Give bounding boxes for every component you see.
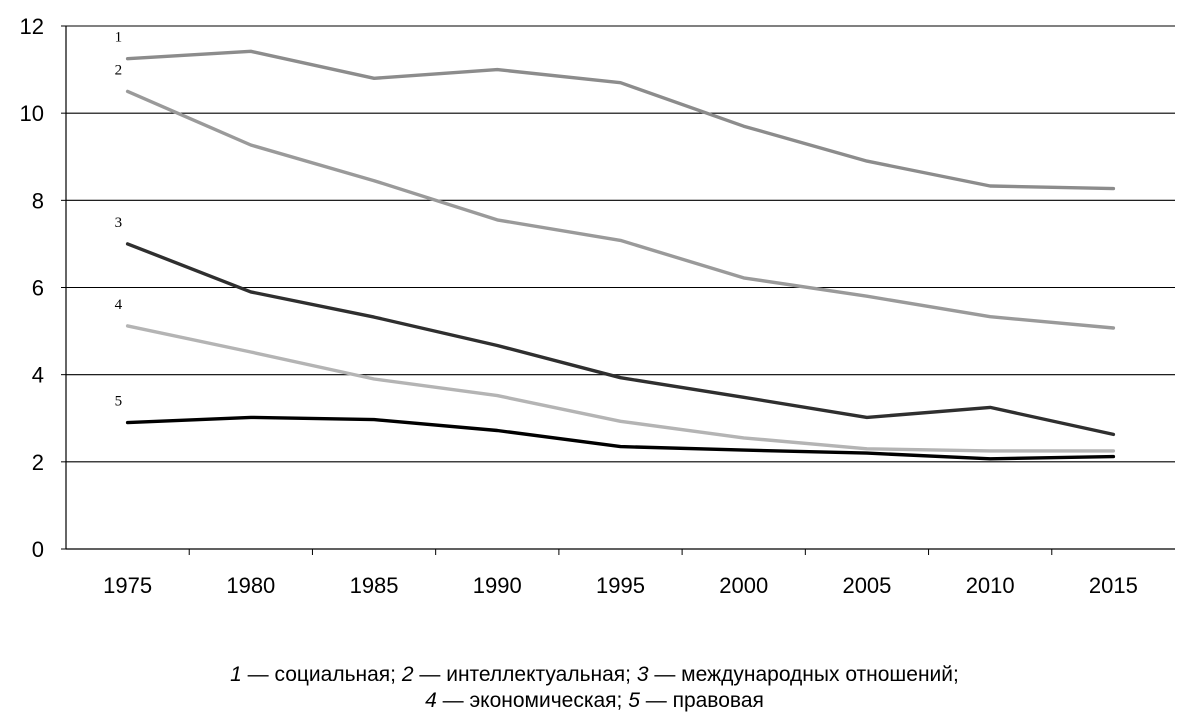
x-axis-ticks: 1975 1980 1985 1990 1995 2000 2005 2010 2015 [103,549,1138,598]
legend-line-1: 1 — социальная; 2 — интеллектуальная; 3 … [0,662,1189,688]
series-label-4: 4 [115,297,123,313]
x-tick-label: 1980 [226,573,275,598]
legend-number-2: 2 [401,663,414,686]
y-tick-label: 10 [20,101,44,126]
y-tick-label: 0 [32,537,44,562]
x-tick-label: 2005 [842,573,891,598]
series-label-5: 5 [115,394,123,410]
x-tick-label: 1975 [103,573,152,598]
legend-number-4: 4 [425,689,437,712]
gridlines [66,25,1175,463]
series-line-2 [125,89,1116,330]
x-tick-label: 2015 [1089,573,1138,598]
y-tick-label: 4 [32,363,44,388]
series-line-5 [125,415,1116,461]
y-axis-ticks: 0 2 4 6 8 10 12 [20,14,66,562]
x-tick-label: 1990 [473,573,522,598]
series-label-1: 1 [115,30,123,46]
series-line-3 [125,242,1116,437]
y-tick-label: 6 [32,276,44,301]
legend-caption: 1 — социальная; 2 — интеллектуальная; 3 … [0,662,1189,714]
legend-number-5: 5 [628,689,640,712]
legend-text-social: — социальная; [241,663,402,686]
y-tick-label: 8 [32,188,44,213]
legend-line-2: 4 — экономическая; 5 — правовая [0,688,1189,714]
y-tick-label: 12 [20,14,44,39]
series-line-1 [125,49,1116,191]
legend-number-1: 1 [230,663,242,686]
series-label-3: 3 [115,215,123,231]
series-labels: 1 2 3 4 5 [115,30,123,410]
legend-number-3: 3 [636,663,649,686]
series-line-4 [125,324,1116,453]
x-tick-label: 2010 [966,573,1015,598]
y-tick-label: 2 [32,450,44,475]
series-lines [125,49,1116,461]
x-tick-label: 1995 [596,573,645,598]
x-tick-label: 1985 [350,573,399,598]
legend-text-intellectual: — интеллектуальная; [413,663,637,686]
legend-text-economic: — экономическая; [436,689,629,712]
legend-text-international: — международных отношений; [648,663,959,686]
x-tick-label: 2000 [719,573,768,598]
legend-text-legal: — правовая [639,689,764,712]
series-label-2: 2 [115,62,123,78]
